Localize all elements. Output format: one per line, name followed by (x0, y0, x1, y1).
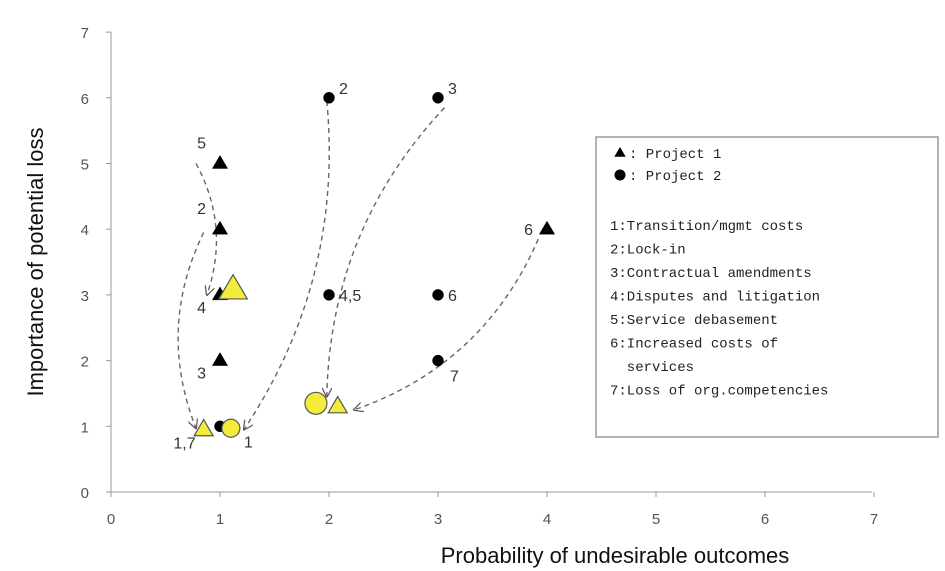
triangle-marker (538, 220, 556, 235)
highlight-circle-marker (221, 418, 241, 438)
x-axis-title: Probability of undesirable outcomes (441, 543, 790, 568)
legend-item: services (610, 360, 694, 376)
legend-item: 2:Lock-in (610, 243, 686, 259)
point-label: 4,5 (339, 288, 361, 305)
y-tick-label: 3 (81, 288, 89, 305)
point-label: 3 (448, 81, 457, 98)
triangle-marker (211, 220, 229, 235)
plot-area: 0 1 2 3 4 5 6 7 0 1 2 3 4 5 6 7 5 2 4 3 6 2 3 4,5 6 7 1,7 1 (81, 25, 879, 528)
y-tick-label: 6 (81, 91, 89, 108)
x-tick-label: 7 (870, 511, 878, 528)
y-tick-label: 7 (81, 25, 89, 42)
x-tick-label: 0 (107, 511, 115, 528)
point-label: 2 (197, 201, 206, 218)
x-tick-label: 5 (652, 511, 660, 528)
arrow-group (177, 101, 539, 430)
legend-item: 1:Transition/mgmt costs (610, 219, 803, 235)
circle-marker (323, 289, 335, 301)
x-tick-label: 3 (434, 511, 442, 528)
x-tick-label: 2 (325, 511, 333, 528)
circle-marker (323, 92, 335, 104)
point-label: 1 (244, 434, 253, 451)
legend: : Project 1 : Project 2 1:Transition/mgmt… (595, 136, 939, 438)
legend-entry-label: : Project 1 (629, 147, 721, 163)
point-label: 1,7 (173, 436, 195, 453)
legend-item: 7:Loss of org.competencies (610, 384, 828, 400)
point-label: 2 (339, 81, 348, 98)
point-label: 6 (448, 288, 457, 305)
highlight-triangle-marker (217, 273, 249, 300)
point-label: 5 (197, 136, 206, 153)
x-tick-label: 4 (543, 511, 551, 528)
y-axis-title: Importance of potential loss (23, 127, 48, 396)
legend-item: 6:Increased costs of (610, 337, 778, 353)
shift-arrow (354, 238, 539, 410)
x-tick-group: 0 1 2 3 4 5 6 7 (107, 492, 878, 528)
highlight-triangle-marker (327, 395, 349, 414)
x-tick-label: 6 (761, 511, 769, 528)
circle-marker (432, 289, 444, 301)
circle-marker (432, 354, 444, 367)
highlight-circle-marker (304, 391, 328, 415)
highlight-triangle-marker (193, 418, 215, 437)
point-group (193, 92, 556, 438)
legend-circle-icon (614, 169, 626, 181)
y-tick-group: 0 1 2 3 4 5 6 7 (81, 25, 111, 502)
y-tick-label: 0 (81, 485, 89, 502)
legend-items: 1:Transition/mgmt costs 2:Lock-in 3:Contra… (610, 219, 828, 400)
x-tick-label: 1 (216, 511, 224, 528)
point-label: 6 (524, 222, 533, 239)
shift-arrow (177, 232, 205, 428)
point-label: 4 (197, 300, 206, 317)
shift-arrow (195, 163, 218, 295)
legend-item: 5:Service debasement (610, 313, 778, 329)
legend-entry-label: : Project 2 (629, 169, 721, 185)
triangle-marker (211, 352, 229, 366)
point-label: 7 (450, 369, 459, 386)
triangle-marker (211, 155, 229, 169)
shift-arrow (244, 101, 330, 430)
y-tick-label: 5 (81, 157, 89, 174)
y-tick-label: 1 (81, 419, 89, 436)
legend-item: 4:Disputes and litigation (610, 290, 820, 306)
y-tick-label: 4 (81, 222, 89, 239)
legend-triangle-icon (614, 147, 626, 157)
legend-entries: : Project 1 : Project 2 (614, 147, 721, 185)
legend-box (595, 136, 939, 438)
point-label-group: 5 2 4 3 6 2 3 4,5 6 7 1,7 1 (173, 81, 533, 453)
y-tick-label: 2 (81, 354, 89, 371)
point-label: 3 (197, 366, 206, 383)
shift-arrow (327, 107, 446, 397)
legend-item: 3:Contractual amendments (610, 266, 812, 282)
circle-marker (432, 92, 444, 104)
